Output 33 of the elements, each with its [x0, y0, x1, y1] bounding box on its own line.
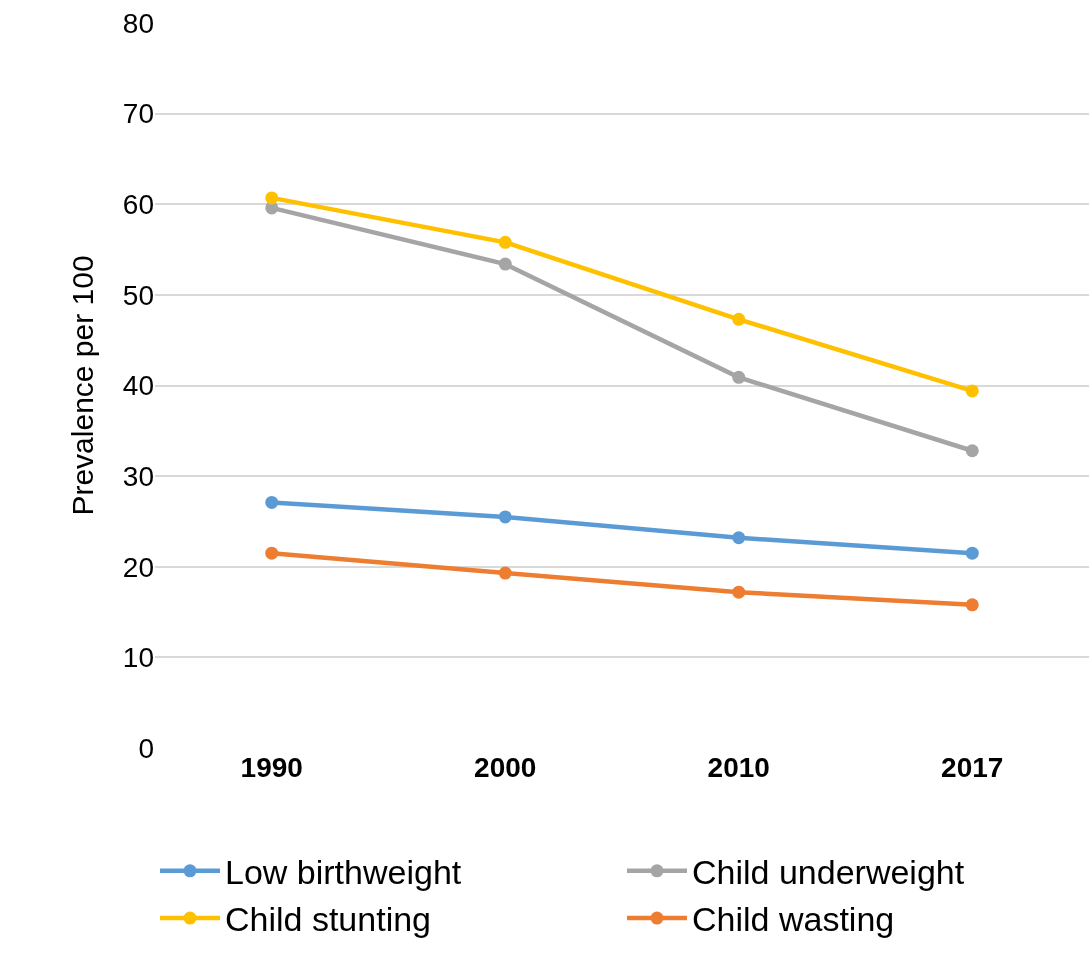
- point: [265, 191, 279, 205]
- point: [965, 384, 979, 398]
- legend-label: Child underweight: [692, 853, 965, 892]
- y-axis-title: Prevalence per 100: [65, 255, 99, 516]
- point: [732, 312, 746, 326]
- point: [265, 546, 279, 560]
- y-tick-label: 30: [122, 460, 154, 492]
- y-tick-label: 50: [122, 279, 154, 311]
- x-tick-label: 2000: [474, 752, 537, 783]
- point: [965, 598, 979, 612]
- x-tick-label: 2017: [941, 752, 1004, 783]
- x-tick-label: 1990: [240, 752, 303, 783]
- point: [498, 510, 512, 524]
- legend-label: Child wasting: [692, 900, 895, 939]
- y-tick-label: 80: [122, 7, 154, 39]
- y-tick-label: 0: [138, 732, 154, 764]
- point: [498, 257, 512, 271]
- point: [498, 235, 512, 249]
- point: [732, 531, 746, 545]
- y-tick-label: 40: [122, 370, 154, 402]
- y-tick-label: 10: [122, 642, 154, 674]
- legend-label: Low birthweight: [225, 853, 462, 892]
- point: [265, 495, 279, 509]
- point: [965, 444, 979, 458]
- x-tick-label: 2010: [707, 752, 770, 783]
- legend-label: Child stunting: [225, 900, 432, 939]
- point: [732, 370, 746, 384]
- point: [965, 546, 979, 560]
- y-tick-label: 70: [122, 98, 154, 130]
- point: [732, 585, 746, 599]
- y-tick-label: 60: [122, 189, 154, 221]
- y-tick-label: 20: [122, 551, 154, 583]
- point: [498, 566, 512, 580]
